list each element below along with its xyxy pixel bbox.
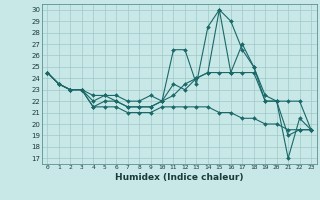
X-axis label: Humidex (Indice chaleur): Humidex (Indice chaleur) (115, 173, 244, 182)
